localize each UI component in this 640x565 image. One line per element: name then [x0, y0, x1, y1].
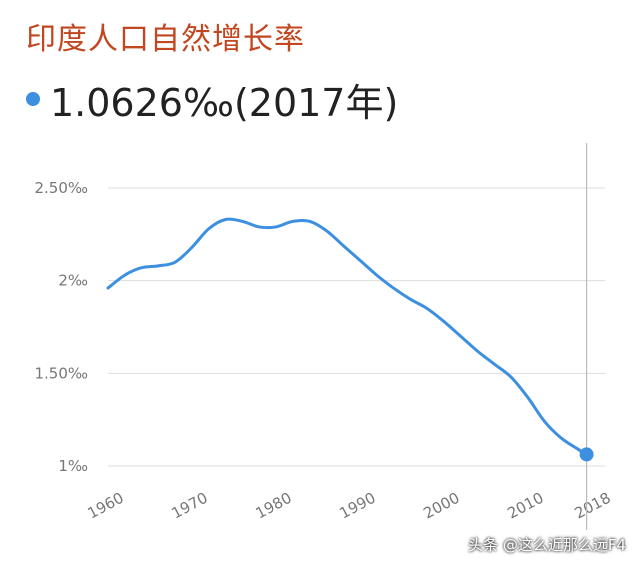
x-tick-label: 2018: [572, 489, 614, 523]
x-tick-label: 1960: [85, 489, 127, 523]
headline-value: 1.0626‰(2017年): [50, 80, 399, 125]
y-tick-label: 2.50‰: [34, 179, 88, 197]
series-line: [106, 217, 589, 456]
x-tick-label: 2000: [420, 489, 462, 523]
headline-readout: 1.0626‰(2017年): [26, 74, 399, 125]
chart-title: 印度人口自然增长率: [26, 22, 305, 57]
y-tick-label: 2‰: [58, 272, 88, 290]
series-dot-icon: [26, 92, 40, 106]
y-tick-label: 1.50‰: [34, 364, 88, 382]
x-tick-label: 2010: [504, 489, 546, 523]
x-tick-label: 1990: [336, 489, 378, 523]
x-tick-label: 1980: [252, 489, 294, 523]
x-tick-label: 1970: [169, 489, 211, 523]
highlight-point: [579, 447, 594, 462]
y-tick-label: 1‰: [58, 457, 88, 475]
watermark: 头条 @这么近那么远F4: [468, 536, 626, 554]
